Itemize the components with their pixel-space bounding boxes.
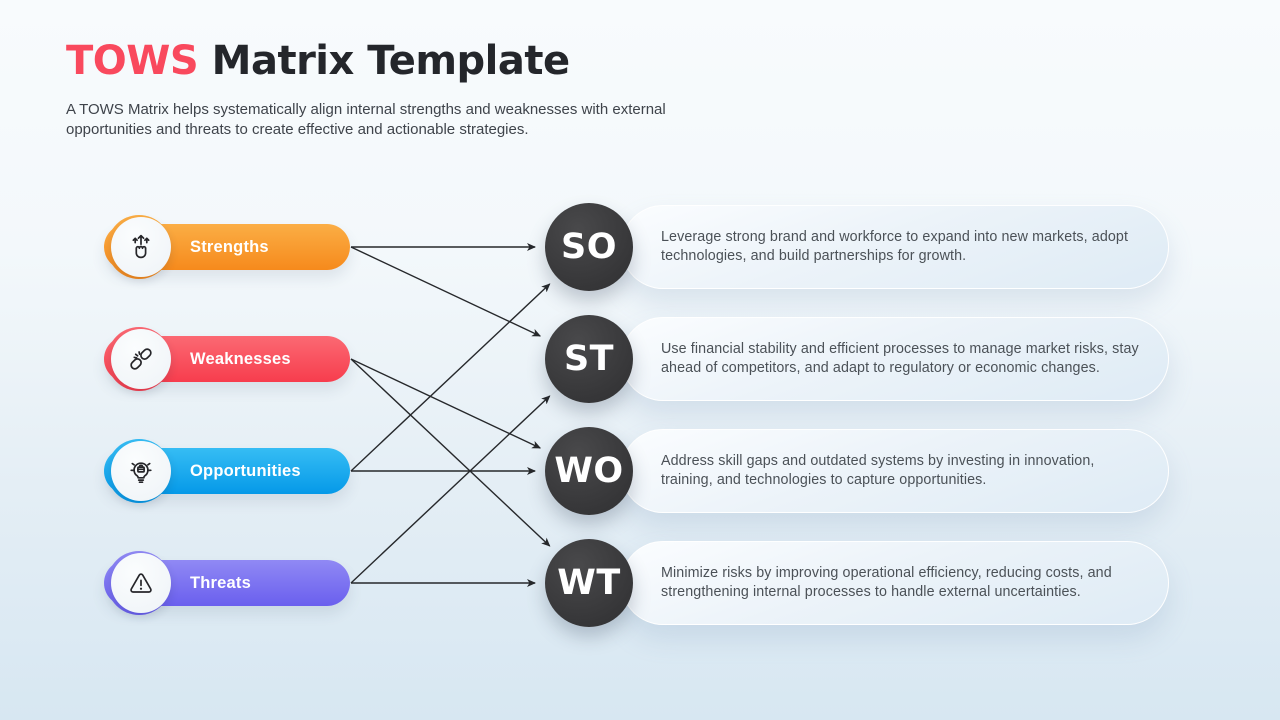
strategy-label: WO (554, 451, 624, 491)
factor-icon-circle (111, 217, 171, 277)
arrow-strengths-to-st (350, 246, 542, 337)
arrow-weaknesses-to-wt (350, 358, 551, 547)
strategy-description: Leverage strong brand and workforce to e… (661, 228, 1129, 265)
strategy-card-wo: Address skill gaps and outdated systems … (621, 429, 1169, 513)
title-rest: Matrix Template (198, 38, 570, 84)
page-title: TOWS Matrix Template (66, 38, 570, 84)
strategy-description: Use financial stability and efficient pr… (661, 340, 1139, 377)
tows-row: Weaknesses Use financial stability and e… (0, 315, 1280, 403)
factor-label: Opportunities (190, 462, 301, 480)
strategy-circle-st: ST (545, 315, 633, 403)
strategy-circle-so: SO (545, 203, 633, 291)
factor-icon-circle (111, 441, 171, 501)
factor-label: Threats (190, 574, 252, 592)
strategy-description: Minimize risks by improving operational … (661, 564, 1112, 601)
strategy-circle-wt: WT (545, 539, 633, 627)
tows-row: Opportunities Address skill gaps and out… (0, 427, 1280, 515)
broken-chain-icon (130, 348, 152, 370)
strategy-card-so: Leverage strong brand and workforce to e… (621, 205, 1169, 289)
strategy-label: ST (563, 339, 615, 379)
factor-label: Weaknesses (190, 350, 291, 368)
arrow-weaknesses-to-wo (350, 358, 542, 449)
strategy-label: WT (557, 563, 621, 603)
strategy-description: Address skill gaps and outdated systems … (661, 452, 1095, 489)
factor-label: Strengths (190, 238, 269, 256)
factor-icon-circle (111, 329, 171, 389)
strategy-circle-wo: WO (545, 427, 633, 515)
strategy-card-st: Use financial stability and efficient pr… (621, 317, 1169, 401)
title-accent: TOWS (66, 38, 199, 84)
strategy-label: SO (561, 227, 617, 267)
arrow-opportunities-to-so (350, 283, 551, 472)
factor-icon-circle (111, 553, 171, 613)
subtitle: A TOWS Matrix helps systematically align… (66, 101, 666, 138)
strategy-card-wt: Minimize risks by improving operational … (621, 541, 1169, 625)
idea-bulb-icon (130, 462, 152, 484)
warning-triangle-icon (130, 573, 152, 593)
swipe-up-hand-icon (132, 234, 150, 259)
tows-row: Threats Minimize risks by improving oper… (0, 539, 1280, 627)
tows-row: Strengths Leverage strong brand and work… (0, 203, 1280, 291)
arrow-threats-to-st (350, 395, 551, 584)
